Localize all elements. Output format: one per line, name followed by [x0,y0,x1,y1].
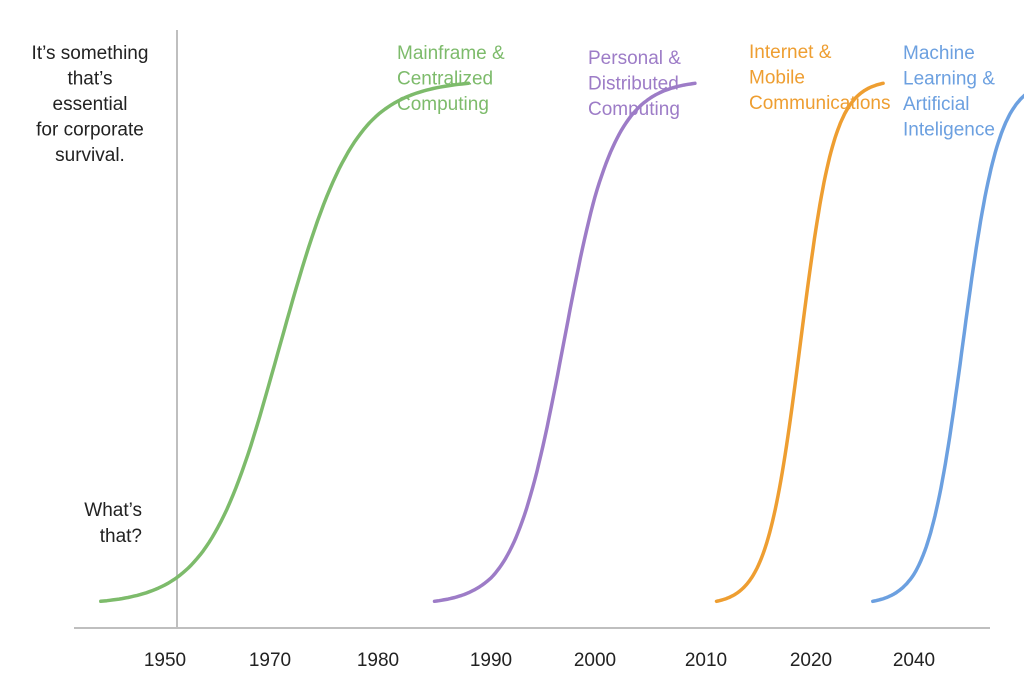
series-label-line: Mobile [749,68,805,89]
series-label-line: Inteligence [903,120,995,141]
series-label-line: Mainframe & [397,43,505,64]
series-label-line: Internet & [749,42,832,63]
x-tick-label: 1950 [144,650,186,671]
series-label-line: Personal & [588,48,681,69]
series-label-line: Centralized [397,69,493,90]
series-curve [432,81,697,604]
x-tick-label: 1980 [357,650,399,671]
y-top-label-line: survival. [55,145,125,166]
y-top-label-line: It’s something [32,43,149,64]
series-label-line: Artificial [903,94,970,115]
x-tick-label-hidden: 1960 [197,650,239,671]
x-tick-label: 2000 [574,650,616,671]
series-label-line: Machine [903,43,975,64]
series-curve [99,81,471,604]
y-bottom-label-line: that? [100,526,142,547]
series-label-line: Learning & [903,69,995,90]
x-tick-label: 2020 [790,650,832,671]
x-tick-label: 2040 [893,650,935,671]
x-tick-label: 2010 [685,650,727,671]
y-bottom-label-line: What’s [84,500,142,521]
series-curve [714,81,885,604]
y-top-label-line: for corporate [36,120,144,141]
x-tick-label: 1990 [470,650,512,671]
series-label-line: Computing [397,94,489,115]
series-label-line: Distributed [588,74,679,95]
x-tick-label: 1970 [249,650,291,671]
series-label-line: Communications [749,93,891,114]
series-curve [871,93,1024,604]
y-top-label-line: essential [53,94,128,115]
series-label-line: Computing [588,99,680,120]
y-top-label-line: that’s [67,69,112,90]
